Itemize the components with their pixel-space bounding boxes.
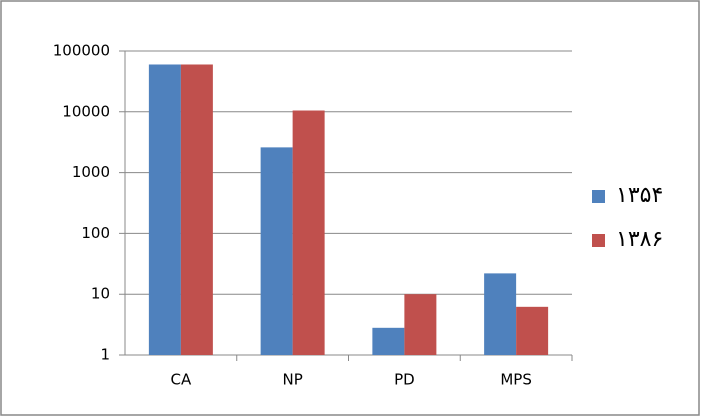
- y-tick-label: 1000: [72, 163, 110, 181]
- bar: [404, 294, 437, 355]
- bar: [372, 327, 405, 355]
- x-tick-label: PD: [394, 371, 415, 389]
- bar: [148, 64, 181, 355]
- legend-text: ۱۳۵۴: [616, 183, 663, 208]
- bar: [260, 147, 293, 355]
- bar: [180, 64, 213, 355]
- legend-swatch: [592, 234, 605, 247]
- legend-swatch: [592, 190, 605, 203]
- x-tick-label: CA: [171, 371, 192, 389]
- bar: [516, 306, 549, 355]
- legend-text: ۱۳۸۶: [616, 227, 663, 252]
- x-tick-label: MPS: [500, 371, 532, 389]
- y-tick-label: 100: [81, 224, 110, 242]
- bar: [292, 110, 325, 355]
- x-tick-label: NP: [282, 371, 302, 389]
- y-tick-label: 10000: [62, 102, 110, 120]
- bar: [484, 273, 517, 355]
- y-tick-label: 10: [91, 285, 110, 303]
- y-tick-label: 1: [100, 346, 110, 364]
- y-tick-label: 100000: [53, 42, 110, 60]
